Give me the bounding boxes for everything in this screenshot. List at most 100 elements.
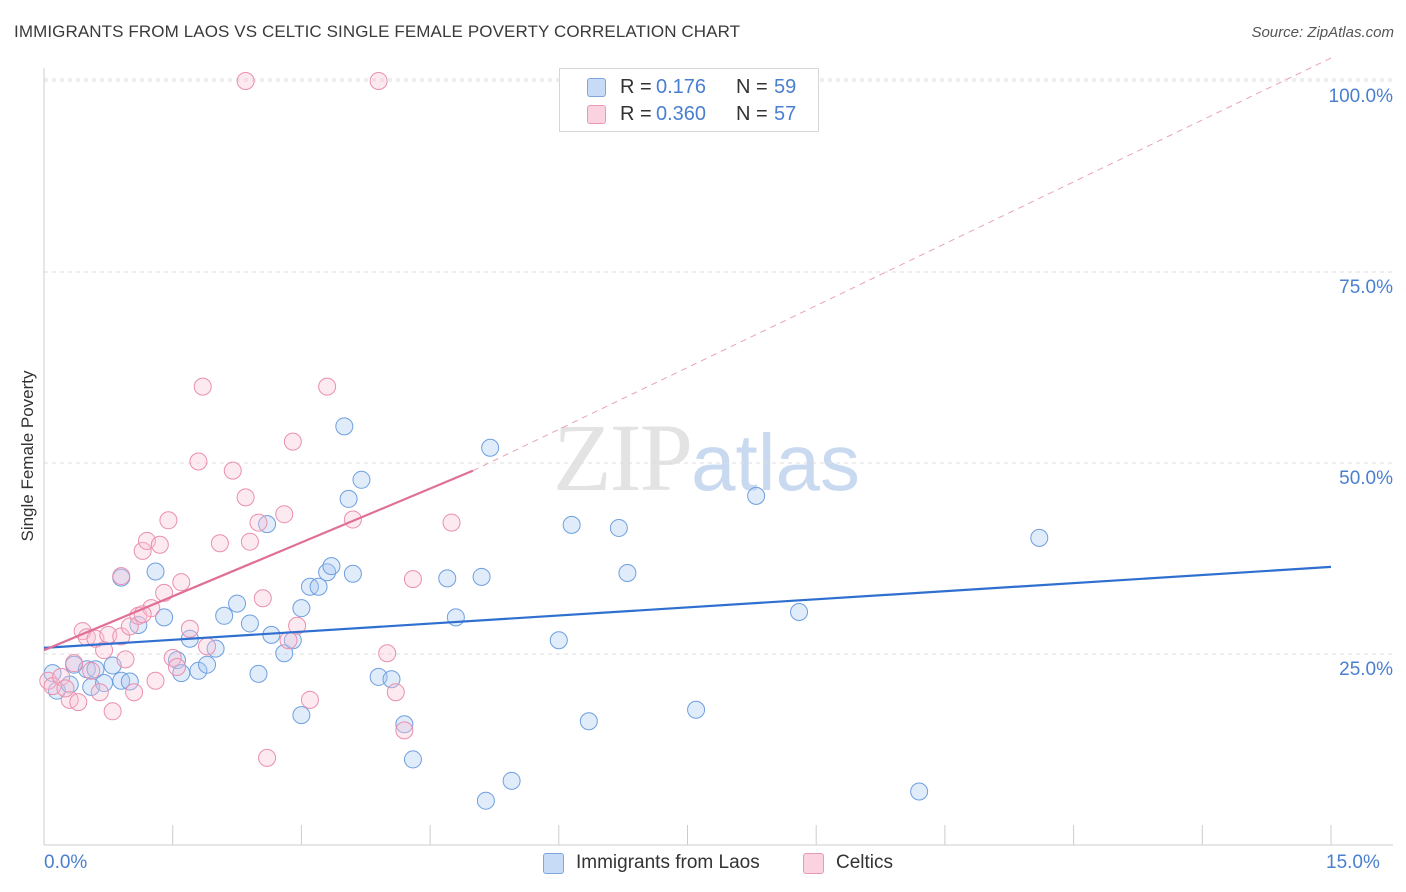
laos-point-32 xyxy=(335,417,354,436)
celtics-point-35 xyxy=(236,488,255,507)
watermark-zip: ZIP xyxy=(553,404,693,511)
celtics-point-34 xyxy=(223,461,242,480)
laos-point-48 xyxy=(579,712,598,731)
bottom-legend-label-laos: Immigrants from Laos xyxy=(576,852,760,873)
celtics-point-53 xyxy=(236,72,255,90)
celtics-point-27 xyxy=(167,657,186,676)
celtics-point-25 xyxy=(159,511,178,530)
celtics-point-2 xyxy=(52,667,71,686)
celtics-point-42 xyxy=(283,432,302,451)
bottom-legend-swatch-laos xyxy=(543,852,564,874)
celtics-point-29 xyxy=(180,619,199,638)
laos-point-10 xyxy=(120,672,139,691)
celtics-point-19 xyxy=(133,541,152,560)
y-tick-label-75: 75.0% xyxy=(1339,277,1393,298)
celtics-point-36 xyxy=(240,532,259,551)
legend-row-laos: R = 0.176 N = 59 xyxy=(560,74,796,100)
laos-point-39 xyxy=(403,750,422,769)
laos-point-52 xyxy=(747,486,766,505)
laos-point-35 xyxy=(352,470,371,489)
celtics-point-37 xyxy=(249,513,268,532)
celtics-point-51 xyxy=(403,570,422,589)
celtics-point-32 xyxy=(198,637,217,656)
laos-point-58 xyxy=(292,706,311,725)
celtics-point-33 xyxy=(210,534,229,553)
celtics-point-31 xyxy=(193,377,212,396)
laos-trend-line xyxy=(43,565,1332,649)
y-tick-label-50: 50.0% xyxy=(1339,468,1393,489)
legend-swatch-laos xyxy=(587,77,606,97)
celtics-point-17 xyxy=(125,683,144,702)
celtics-point-30 xyxy=(189,452,208,471)
laos-point-43 xyxy=(476,791,495,810)
bottom-legend-swatch-celtics xyxy=(803,852,824,874)
celtics-point-54 xyxy=(82,661,101,680)
celtics-point-48 xyxy=(378,644,397,663)
legend-row-celtics: R = 0.360 N = 57 xyxy=(560,101,796,127)
celtics-point-55 xyxy=(56,679,75,698)
celtics-point-5 xyxy=(69,693,88,712)
celtics-point-15 xyxy=(116,650,135,669)
source-label: Source: ZipAtlas.com xyxy=(1251,24,1394,41)
celtics-point-44 xyxy=(300,690,319,709)
laos-point-34 xyxy=(343,564,362,583)
laos-point-44 xyxy=(481,438,500,457)
y-axis-label: Single Female Poverty xyxy=(18,370,37,542)
legend-n-label: N = xyxy=(736,75,768,98)
laos-point-21 xyxy=(240,614,259,633)
celtics-point-50 xyxy=(395,721,414,740)
laos-point-54 xyxy=(910,782,929,801)
bottom-legend-laos: Immigrants from Laos xyxy=(543,852,760,874)
y-tick-label-100: 100.0% xyxy=(1328,86,1393,107)
legend-swatch-celtics xyxy=(587,104,606,124)
celtics-point-22 xyxy=(146,671,165,690)
laos-point-27 xyxy=(292,599,311,618)
laos-point-17 xyxy=(198,655,217,674)
y-tick-label-25: 25.0% xyxy=(1339,659,1393,680)
celtics-point-23 xyxy=(150,535,169,554)
laos-point-46 xyxy=(549,631,568,650)
laos-point-12 xyxy=(146,562,165,581)
laos-point-49 xyxy=(609,518,628,537)
celtics-point-28 xyxy=(172,573,191,592)
bottom-legend-label-celtics: Celtics xyxy=(836,852,894,873)
laos-point-55 xyxy=(1030,528,1049,547)
laos-point-38 xyxy=(395,715,414,734)
celtics-point-43 xyxy=(288,616,307,635)
laos-point-31 xyxy=(322,557,341,576)
chart-title: IMMIGRANTS FROM LAOS VS CELTIC SINGLE FE… xyxy=(14,22,741,41)
laos-point-42 xyxy=(472,567,491,586)
celtics-point-49 xyxy=(386,683,405,702)
celtics-point-14 xyxy=(112,567,131,586)
legend-r-label: R = xyxy=(620,75,652,98)
laos-point-40 xyxy=(438,569,457,588)
laos-point-53 xyxy=(790,602,809,621)
legend-r-value: 0.360 xyxy=(656,102,707,125)
celtics-point-12 xyxy=(103,702,122,721)
celtics-point-26 xyxy=(163,648,182,667)
laos-point-20 xyxy=(228,594,247,613)
celtics-point-38 xyxy=(253,589,272,608)
bottom-legend-celtics: Celtics xyxy=(803,852,893,874)
laos-point-22 xyxy=(249,664,268,683)
celtics-trend-extension xyxy=(472,57,1332,472)
celtics-point-4 xyxy=(65,654,84,673)
legend-n-label: N = xyxy=(736,102,768,125)
laos-point-19 xyxy=(215,606,234,625)
celtics-point-40 xyxy=(275,505,294,524)
laos-point-33 xyxy=(339,489,358,508)
celtics-point-9 xyxy=(90,683,109,702)
celtics-point-47 xyxy=(369,72,388,90)
celtics-point-45 xyxy=(318,377,337,396)
x-tick-label-min: 0.0% xyxy=(44,852,88,873)
legend-n-value: 59 xyxy=(774,75,797,98)
legend-r-label: R = xyxy=(620,102,652,125)
laos-point-51 xyxy=(687,700,706,719)
celtics-point-39 xyxy=(258,748,277,767)
laos-point-47 xyxy=(562,515,581,534)
legend-n-value: 57 xyxy=(774,102,797,125)
x-tick-label-max: 15.0% xyxy=(1326,852,1380,873)
celtics-trend-line xyxy=(43,469,474,652)
laos-point-29 xyxy=(309,577,328,596)
